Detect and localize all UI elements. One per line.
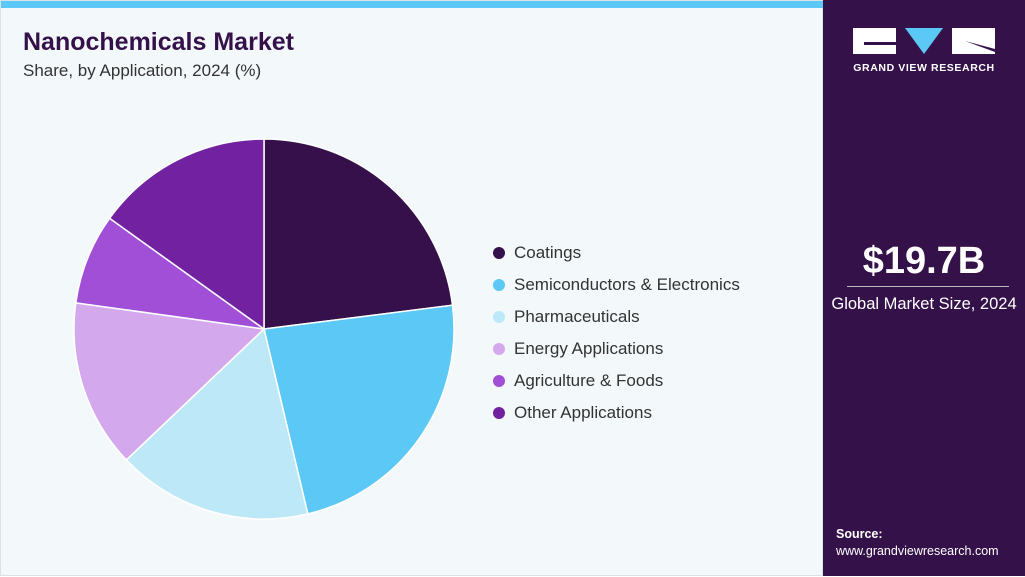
- legend-swatch: [493, 343, 505, 355]
- brand-name: GRAND VIEW RESEARCH: [853, 62, 995, 74]
- pie-slice-semiconductors-electronics: [263, 304, 455, 515]
- legend-label: Coatings: [514, 243, 582, 262]
- legend-item: Energy Applications: [493, 333, 740, 365]
- legend-item: Semiconductors & Electronics: [493, 269, 740, 301]
- legend-label: Energy Applications: [514, 339, 664, 358]
- legend-item: Pharmaceuticals: [493, 301, 740, 333]
- chart-panel: Nanochemicals Market Share, by Applicati…: [0, 0, 824, 576]
- legend-item: Coatings: [493, 237, 740, 269]
- legend-label: Pharmaceuticals: [514, 307, 640, 326]
- market-size-value: $19.7B: [862, 240, 986, 282]
- chart-title: Nanochemicals Market: [23, 28, 294, 56]
- market-size-label: Global Market Size, 2024: [831, 295, 1017, 313]
- pie-slice-coatings: [263, 138, 454, 330]
- pie-slice-pharmaceuticals: [125, 327, 309, 520]
- source: Source: www.grandviewresearch.com: [836, 526, 999, 560]
- pie-slice-agriculture-foods: [74, 217, 265, 330]
- chart-subtitle: Share, by Application, 2024 (%): [23, 61, 262, 80]
- pie-slice-energy-applications: [73, 301, 266, 461]
- grand-view-research-logo: [853, 28, 995, 54]
- info-panel: GRAND VIEW RESEARCH $19.7B Global Market…: [823, 0, 1025, 576]
- legend-item: Other Applications: [493, 397, 740, 429]
- legend-swatch: [493, 279, 505, 291]
- legend-item: Agriculture & Foods: [493, 365, 740, 397]
- legend-label: Other Applications: [514, 403, 652, 422]
- legend-label: Semiconductors & Electronics: [514, 275, 740, 294]
- legend-swatch: [493, 375, 505, 387]
- legend-label: Agriculture & Foods: [514, 371, 664, 390]
- source-label: Source:: [836, 527, 883, 541]
- legend-swatch: [493, 407, 505, 419]
- source-url[interactable]: www.grandviewresearch.com: [836, 544, 999, 558]
- pie-slice-other-applications: [108, 138, 265, 331]
- legend: Coatings Semiconductors & Electronics Phar…: [493, 237, 740, 429]
- divider: [847, 286, 1009, 287]
- pie-chart: [73, 138, 455, 520]
- legend-swatch: [493, 311, 505, 323]
- accent-bar: [1, 1, 824, 8]
- legend-swatch: [493, 247, 505, 259]
